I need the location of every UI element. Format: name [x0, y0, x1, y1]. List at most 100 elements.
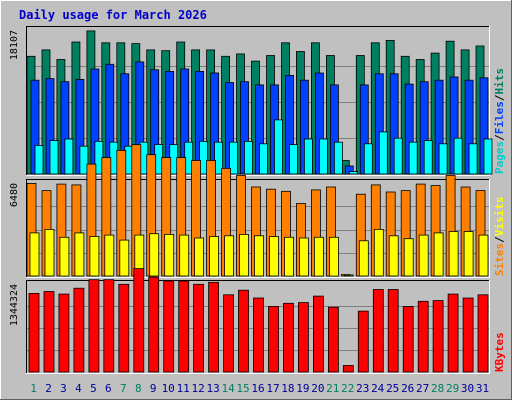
x-tick-label-day-27: 27 — [416, 382, 429, 395]
bar-kbytes-day-18 — [283, 302, 294, 373]
bar-kbytes-day-26 — [402, 306, 414, 373]
x-tick-label-day-2: 2 — [45, 382, 52, 395]
bar-kbytes-day-31 — [477, 294, 489, 373]
x-tick-label-day-3: 3 — [60, 382, 67, 395]
bar-sites-day-2 — [44, 228, 55, 277]
bar-sites-day-17 — [269, 236, 279, 277]
side-legend: Sites/Visits — [493, 197, 506, 277]
bar-sites-day-24 — [373, 228, 384, 277]
bar-kbytes-day-16 — [253, 297, 264, 373]
x-tick-label-day-29: 29 — [446, 382, 459, 395]
x-tick-label-day-1: 1 — [30, 382, 37, 395]
y-max-label: 1344324 — [9, 284, 20, 326]
chart-panels: 18107Pages/Files/Hits6480Sites/Visits134… — [9, 26, 506, 374]
bar-sites-day-15 — [239, 233, 249, 277]
bar-sites-day-13 — [209, 236, 220, 277]
bar-kbytes-day-19 — [297, 302, 309, 373]
y-max-label: 18107 — [9, 30, 20, 60]
x-tick-label-day-13: 13 — [206, 382, 219, 395]
bar-pages-day-14 — [229, 141, 239, 175]
bar-pages-day-3 — [64, 138, 74, 175]
legend-entry: / — [493, 134, 506, 141]
bar-kbytes-day-3 — [58, 293, 70, 373]
x-tick-label-day-22: 22 — [341, 382, 354, 395]
series-kbytes — [28, 268, 489, 373]
legend-entry: KBytes — [493, 332, 506, 372]
bar-sites-day-11 — [179, 234, 190, 277]
bar-sites-day-14 — [224, 235, 235, 277]
bar-kbytes-day-4 — [73, 287, 85, 373]
legend-entry: / — [493, 94, 506, 101]
bar-pages-day-21 — [333, 141, 343, 175]
x-tick-label-day-6: 6 — [105, 382, 112, 395]
series-sites — [29, 228, 489, 277]
bar-kbytes-day-9 — [148, 276, 160, 373]
bar-pages-day-16 — [259, 143, 268, 175]
bar-sites-day-27 — [418, 234, 429, 277]
bar-kbytes-day-14 — [223, 294, 235, 373]
bar-sites-day-22 — [343, 274, 354, 277]
y-max-label: 6480 — [9, 183, 20, 207]
legend-entry: Pages — [493, 141, 506, 174]
x-tick-label-day-31: 31 — [476, 382, 489, 395]
x-tick-label-day-23: 23 — [356, 382, 369, 395]
bar-pages-day-20 — [318, 138, 328, 175]
bar-sites-day-19 — [298, 237, 309, 277]
bar-sites-day-26 — [403, 238, 414, 277]
x-tick-label-day-28: 28 — [431, 382, 444, 395]
bar-pages-day-24 — [378, 131, 388, 175]
side-legend: Pages/Files/Hits — [493, 68, 506, 174]
bar-sites-day-31 — [478, 234, 489, 277]
bar-sites-day-12 — [194, 237, 205, 277]
bar-sites-day-9 — [149, 233, 160, 277]
bar-sites-day-30 — [463, 231, 474, 277]
x-tick-label-day-18: 18 — [281, 382, 294, 395]
bar-sites-day-20 — [313, 236, 324, 277]
bar-pages-day-31 — [483, 138, 493, 175]
bar-kbytes-day-21 — [327, 306, 339, 373]
x-tick-label-day-15: 15 — [236, 382, 249, 395]
bar-pages-day-4 — [79, 145, 89, 175]
bar-pages-day-12 — [199, 140, 209, 175]
bar-pages-day-15 — [244, 140, 253, 175]
chart-title: Daily usage for March 2026 — [19, 8, 207, 22]
bar-pages-day-1 — [34, 144, 44, 175]
bar-kbytes-day-15 — [238, 289, 249, 373]
bar-pages-day-22 — [348, 171, 358, 175]
series-pages — [34, 119, 493, 175]
bar-pages-day-27 — [423, 140, 433, 175]
bar-sites-day-29 — [448, 231, 459, 277]
x-tick-label-day-9: 9 — [150, 382, 157, 395]
bar-pages-day-29 — [453, 137, 463, 175]
x-tick-label-day-11: 11 — [177, 382, 190, 395]
legend-entry: Sites — [493, 243, 506, 276]
bar-sites-day-7 — [119, 239, 130, 277]
panel-visits-sites: 6480 Sites/Visits — [9, 144, 506, 278]
bar-kbytes-day-13 — [208, 281, 220, 373]
bar-kbytes-day-10 — [163, 280, 175, 373]
side-legend: KBytes — [493, 332, 506, 372]
x-tick-label-day-17: 17 — [266, 382, 279, 395]
bar-pages-day-18 — [289, 144, 298, 175]
legend-entry: Hits — [493, 68, 506, 95]
bar-kbytes-day-6 — [103, 279, 115, 373]
bar-sites-day-5 — [89, 236, 100, 277]
x-tick-label-day-4: 4 — [75, 382, 82, 395]
bar-kbytes-day-17 — [268, 306, 279, 373]
bar-kbytes-day-5 — [88, 279, 100, 373]
bar-pages-day-28 — [438, 143, 448, 175]
legend-entry: Files — [493, 101, 506, 134]
x-tick-label-day-12: 12 — [191, 382, 204, 395]
bar-sites-day-18 — [284, 236, 294, 277]
x-tick-label-day-8: 8 — [135, 382, 142, 395]
bar-kbytes-day-8 — [133, 268, 145, 373]
x-tick-label-day-14: 14 — [221, 382, 235, 395]
bar-kbytes-day-20 — [312, 295, 324, 373]
bar-pages-day-23 — [363, 143, 373, 175]
bar-pages-day-13 — [214, 141, 224, 175]
x-tick-label-day-5: 5 — [90, 382, 97, 395]
bar-kbytes-day-29 — [447, 293, 459, 373]
x-tick-label-day-16: 16 — [251, 382, 264, 395]
legend-entry: / — [493, 236, 506, 243]
